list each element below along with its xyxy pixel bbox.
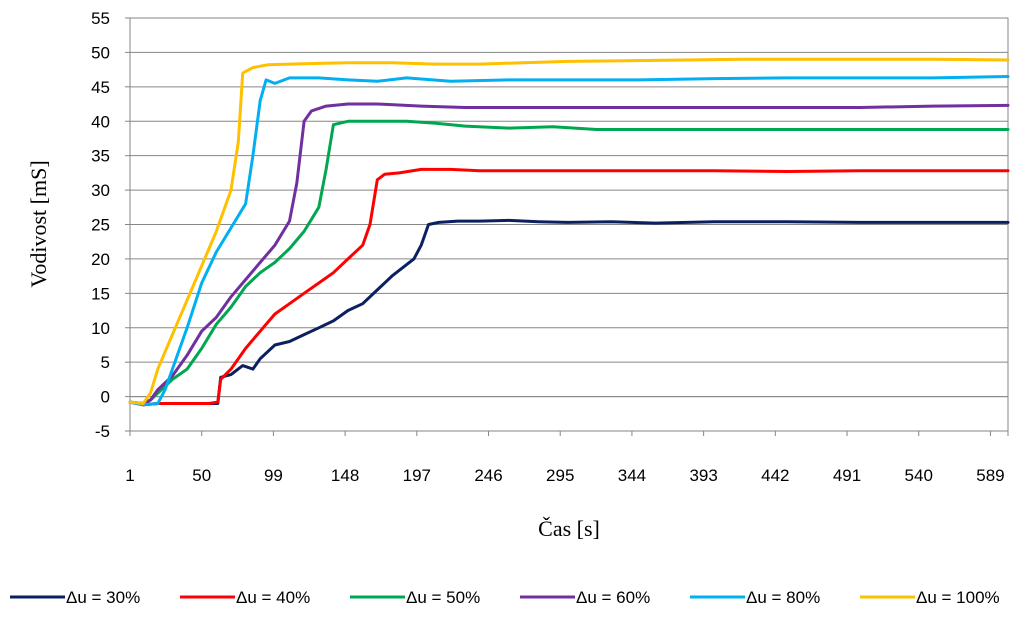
y-tick-labels: -5 0 5 10 15 20 25 30 35 40 45 50 55	[91, 9, 110, 441]
y-tick-label: 50	[91, 43, 110, 62]
series-layer	[128, 57, 1010, 407]
x-tick-label: 246	[474, 466, 502, 485]
y-tick-label: 55	[91, 9, 110, 28]
series-line-3	[128, 119, 1010, 405]
y-tick-label: 30	[91, 181, 110, 200]
legend-label: Δu = 100%	[916, 588, 1000, 607]
axes	[125, 17, 1009, 436]
y-tick-label: 10	[91, 319, 110, 338]
legend-label: Δu = 80%	[746, 588, 820, 607]
x-tick-label: 50	[192, 466, 211, 485]
x-tick-label: 1	[125, 466, 134, 485]
legend-label: Δu = 30%	[66, 588, 140, 607]
x-tick-label: 295	[546, 466, 574, 485]
series-line-5	[128, 75, 1010, 407]
y-tick-label: 40	[91, 112, 110, 131]
x-tick-label: 491	[833, 466, 861, 485]
series-line-4	[128, 102, 1010, 405]
y-axis-title: Vodivost [mS]	[26, 160, 51, 287]
x-tick-label: 540	[905, 466, 933, 485]
x-tick-label: 99	[264, 466, 283, 485]
y-tick-label: 35	[91, 147, 110, 166]
y-tick-label: 0	[101, 388, 110, 407]
x-tick-label: 197	[403, 466, 431, 485]
y-tick-label: 45	[91, 78, 110, 97]
y-tick-label: -5	[95, 422, 110, 441]
legend-label: Δu = 40%	[236, 588, 310, 607]
x-tick-label: 344	[618, 466, 646, 485]
y-tick-label: 20	[91, 250, 110, 269]
legend-label: Δu = 60%	[576, 588, 650, 607]
x-tick-labels: 1 50 99 148 197 246 295 344 393 442 491 540 589	[125, 466, 1004, 485]
x-axis-title: Čas [s]	[538, 516, 600, 541]
legend: Δu = 30% Δu = 40% Δu = 50% Δu = 60% Δu = 80%…	[10, 588, 1000, 607]
y-tick-label: 15	[91, 284, 110, 303]
x-tick-label: 148	[331, 466, 359, 485]
y-tick-label: 25	[91, 216, 110, 235]
series-line-6	[128, 57, 1010, 405]
series-line-2	[128, 167, 1010, 407]
x-tick-label: 589	[976, 466, 1004, 485]
x-tick-label: 442	[761, 466, 789, 485]
x-tick-label: 393	[689, 466, 717, 485]
legend-label: Δu = 50%	[406, 588, 480, 607]
y-tick-label: 5	[101, 353, 110, 372]
